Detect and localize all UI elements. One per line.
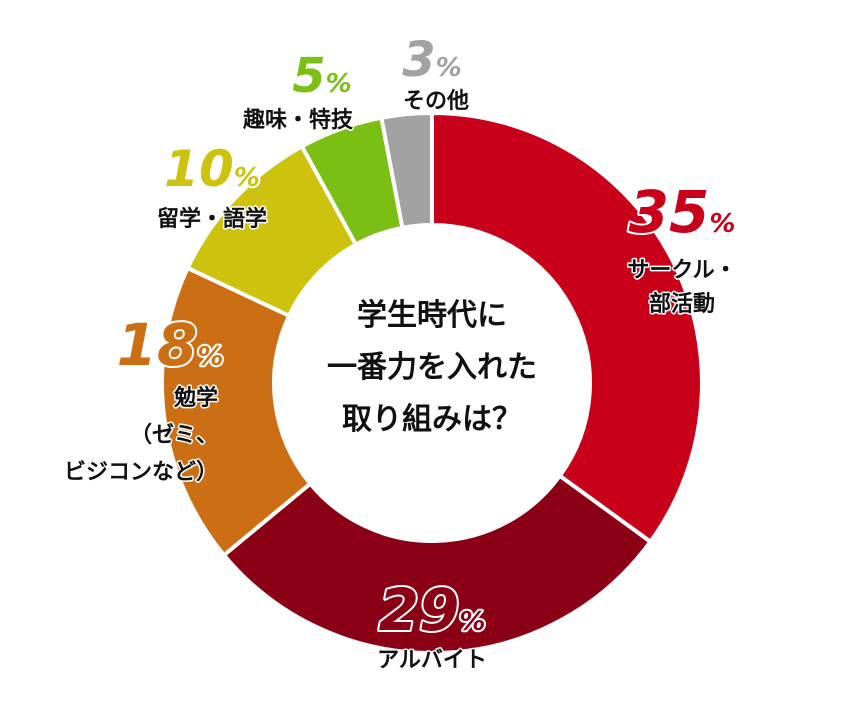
slice-category-label: 趣味・特技 — [242, 107, 354, 133]
slice-percent-value: 10 — [164, 140, 234, 198]
center-title-line-1: 学生時代に — [357, 298, 507, 333]
slice-percent-sign: % — [459, 607, 485, 637]
center-title: 学生時代に 一番力を入れた 取り組みは？ — [327, 298, 537, 437]
slice-percent-value: 35 — [629, 178, 710, 246]
slice-labels: 35%サークル・部活動29%アルバイト18%勉学（ゼミ、ビジコンなど）10%留学… — [62, 30, 738, 675]
slice-category-label: その他 — [403, 89, 469, 114]
slice-percent-label: 3% — [402, 32, 461, 88]
slice-percent-label: 10% — [164, 140, 260, 198]
slice-percent-label: 29% — [379, 576, 486, 644]
slice-category-label: 勉学 — [173, 385, 218, 411]
donut-slice — [430, 110, 704, 545]
slice-percent-sign: % — [709, 209, 735, 239]
slice-percent-value: 29 — [379, 576, 460, 644]
donut-slices — [160, 110, 704, 655]
donut-slice — [221, 473, 654, 655]
slice-category-label: ビジコンなど） — [64, 460, 218, 485]
slice-percent-sign: % — [234, 163, 260, 193]
slice-percent-sign: % — [436, 53, 462, 83]
center-title-line-3: 取り組みは？ — [342, 402, 522, 437]
slice-percent-label: 5% — [292, 48, 351, 104]
slice-percent-sign: % — [326, 69, 352, 99]
slice-category-label: （ゼミ、 — [130, 423, 218, 448]
slice-category-label: 留学・語学 — [157, 206, 267, 232]
slice-percent-label: 18% — [117, 311, 224, 379]
slice-percent-label: 35% — [629, 178, 736, 246]
center-title-line-2: 一番力を入れた — [327, 350, 537, 385]
slice-category-label: アルバイト — [377, 648, 487, 673]
donut-slice — [379, 110, 434, 231]
slice-percent-value: 5 — [292, 48, 325, 104]
slice-percent-value: 18 — [117, 311, 198, 379]
slice-category-label: サークル・ — [627, 258, 736, 283]
slice-category-label: 部活動 — [649, 291, 715, 317]
donut-slice — [160, 265, 314, 558]
slice-percent-sign: % — [197, 342, 223, 372]
slice-percent-value: 3 — [402, 32, 435, 88]
